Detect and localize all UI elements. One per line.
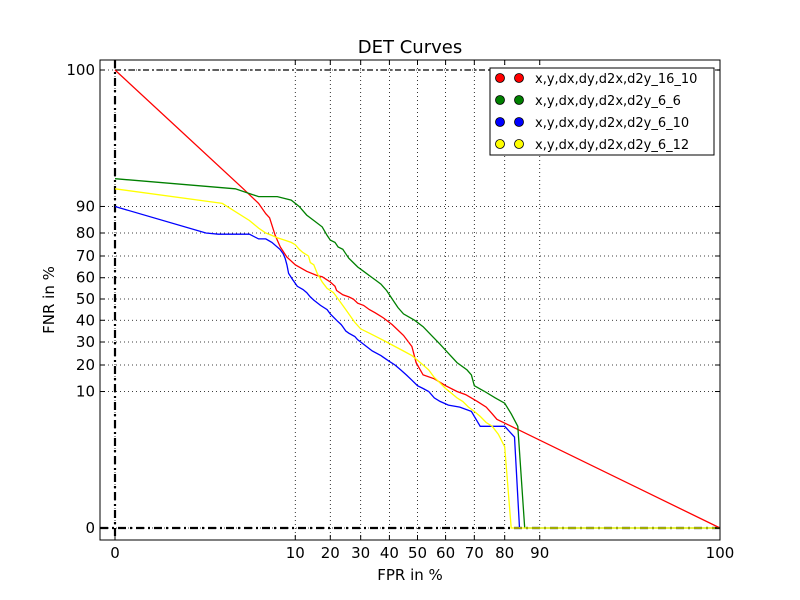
y-tick-label: 100 — [66, 61, 95, 79]
grid — [100, 60, 721, 540]
legend-marker — [495, 73, 505, 83]
legend-label: x,y,dx,dy,d2x,d2y_6_12 — [535, 138, 689, 153]
chart-title: DET Curves — [358, 37, 462, 58]
legend-marker — [514, 139, 524, 149]
y-axis-ticks: 0 10 20 30 40 50 60 70 80 90 100 — [66, 61, 720, 537]
y-tick-label: 80 — [76, 224, 95, 242]
y-tick-label: 40 — [76, 311, 95, 329]
legend-label: x,y,dx,dy,d2x,d2y_6_10 — [535, 116, 689, 131]
legend-marker — [495, 117, 505, 127]
y-tick-label: 70 — [76, 247, 95, 265]
y-tick-label: 60 — [76, 269, 95, 287]
series-line-3 — [114, 188, 720, 529]
series-line-0 — [114, 69, 721, 529]
legend-marker — [514, 73, 524, 83]
legend-box — [489, 67, 715, 156]
y-tick-label: 20 — [76, 356, 95, 374]
y-tick-label: 10 — [76, 383, 95, 401]
series-line-2 — [114, 205, 521, 529]
y-axis-label: FNR in % — [40, 266, 58, 334]
x-tick-label: 90 — [530, 544, 549, 562]
x-tick-label: 40 — [380, 544, 399, 562]
y-tick-label: 0 — [85, 519, 95, 537]
x-axis-ticks: 0 10 20 30 40 50 60 70 80 90 100 — [110, 60, 734, 562]
legend-label: x,y,dx,dy,d2x,d2y_6_6 — [535, 94, 681, 109]
legend-marker — [495, 95, 505, 105]
legend-label: x,y,dx,dy,d2x,d2y_16_10 — [535, 72, 697, 87]
x-tick-label: 0 — [110, 544, 120, 562]
y-tick-label: 30 — [76, 333, 95, 351]
x-tick-label: 20 — [321, 544, 340, 562]
x-tick-label: 10 — [286, 544, 305, 562]
x-tick-label: 100 — [706, 544, 735, 562]
legend-marker — [514, 95, 524, 105]
legend-marker — [495, 139, 505, 149]
legend-marker — [514, 117, 524, 127]
x-tick-label: 50 — [408, 544, 427, 562]
series-layer — [114, 69, 721, 529]
legend: x,y,dx,dy,d2x,d2y_16_10 x,y,dx,dy,d2x,d2y… — [489, 67, 715, 156]
x-tick-label: 30 — [351, 544, 370, 562]
y-tick-label: 50 — [76, 290, 95, 308]
x-tick-label: 80 — [495, 544, 514, 562]
x-tick-label: 70 — [465, 544, 484, 562]
x-tick-label: 60 — [436, 544, 455, 562]
y-tick-label: 90 — [76, 197, 95, 215]
series-line-1 — [114, 178, 720, 529]
x-axis-label: FPR in % — [377, 566, 443, 584]
plot-frame — [99, 59, 721, 541]
